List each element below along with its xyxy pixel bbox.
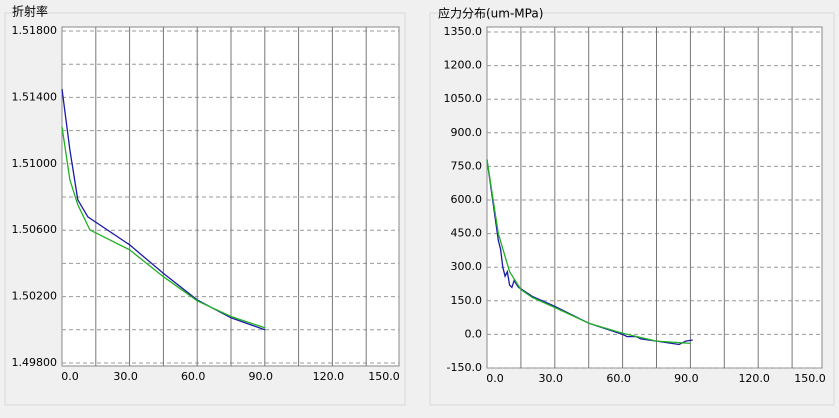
plot-area: [486, 26, 823, 369]
y-tick-label: 1.51800: [12, 24, 58, 37]
data-line: [486, 159, 691, 345]
y-tick-label: 1050.0: [444, 92, 483, 105]
x-tick-label: 120.0: [313, 370, 345, 383]
y-tick-label: 1.51000: [12, 157, 58, 170]
y-tick-label: 1.49800: [12, 356, 58, 369]
y-tick-label: 1200.0: [444, 59, 483, 72]
y-tick-label: 1.51400: [12, 90, 58, 103]
y-tick-label: -150.0: [447, 361, 482, 374]
x-tick-label: 90.0: [249, 370, 274, 383]
y-tick-label: 750.0: [451, 159, 483, 172]
chart-title: 应力分布(um-MPa): [438, 6, 543, 21]
x-tick-label: 90.0: [674, 372, 699, 385]
x-tick-label: 150.0: [794, 372, 826, 385]
x-tick-label: 120.0: [738, 372, 770, 385]
y-tick-label: 0.0: [465, 327, 483, 340]
x-tick-label: 0.0: [61, 370, 79, 383]
y-tick-label: 600.0: [451, 193, 483, 206]
x-tick-label: 60.0: [181, 370, 206, 383]
chart-title: 折射率: [12, 4, 48, 19]
y-tick-label: 300.0: [451, 260, 483, 273]
x-tick-label: 150.0: [368, 370, 400, 383]
y-tick-label: 450.0: [451, 227, 483, 240]
x-tick-label: 0.0: [486, 372, 504, 385]
y-tick-label: 150.0: [451, 294, 483, 307]
y-tick-label: 1.50600: [12, 223, 58, 236]
y-tick-label: 900.0: [451, 126, 483, 139]
y-tick-label: 1350.0: [444, 25, 483, 38]
data-line: [61, 126, 266, 329]
x-tick-label: 30.0: [113, 370, 138, 383]
x-tick-label: 30.0: [539, 372, 564, 385]
x-tick-label: 60.0: [606, 372, 631, 385]
y-tick-label: 1.50200: [12, 290, 58, 303]
